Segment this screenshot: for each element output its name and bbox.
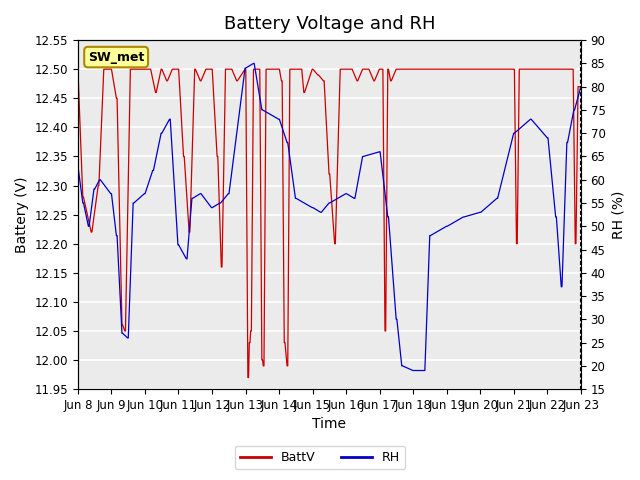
RH <box>83 217 91 223</box>
BattV <box>391 70 399 75</box>
RH <box>391 298 399 303</box>
BattV <box>406 66 413 72</box>
BattV <box>186 229 194 235</box>
Line: BattV: BattV <box>78 69 581 377</box>
BattV <box>577 84 585 90</box>
RH <box>186 221 194 227</box>
BattV <box>212 141 220 147</box>
RH <box>409 368 417 373</box>
Title: Battery Voltage and RH: Battery Voltage and RH <box>223 15 435 33</box>
BattV <box>244 374 252 380</box>
BattV <box>83 210 91 216</box>
X-axis label: Time: Time <box>312 418 346 432</box>
BattV <box>135 66 143 72</box>
RH <box>577 84 585 90</box>
Legend: BattV, RH: BattV, RH <box>235 446 405 469</box>
RH <box>212 202 220 208</box>
Text: SW_met: SW_met <box>88 50 145 63</box>
RH <box>406 366 413 372</box>
Y-axis label: RH (%): RH (%) <box>611 191 625 239</box>
RH <box>135 196 143 202</box>
RH <box>74 163 82 168</box>
BattV <box>74 66 82 72</box>
Line: RH: RH <box>78 63 581 371</box>
Y-axis label: Battery (V): Battery (V) <box>15 176 29 253</box>
RH <box>250 60 257 66</box>
